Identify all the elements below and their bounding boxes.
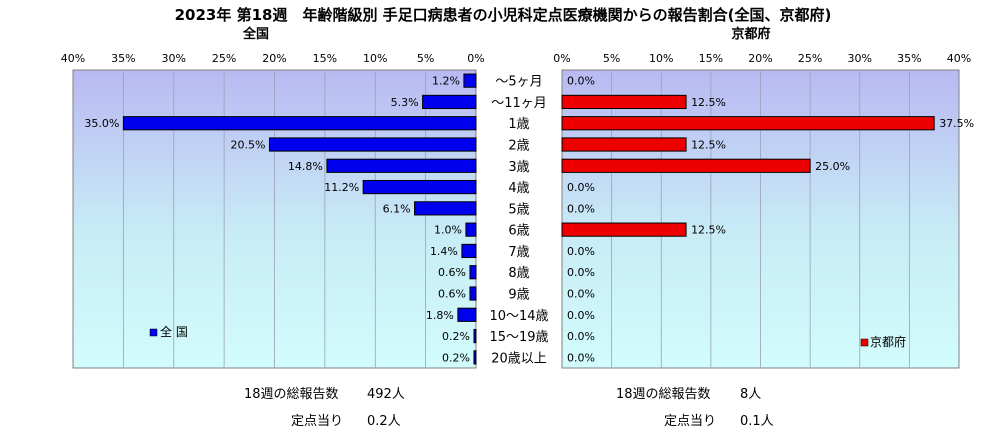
left-bar-label: 1.8% <box>426 309 454 322</box>
left-bar-label: 11.2% <box>324 181 359 194</box>
national-per-value: 0.2人 <box>367 414 401 429</box>
right-bar-label: 0.0% <box>567 181 595 194</box>
right-legend-swatch <box>860 338 869 347</box>
right-bar-label: 12.5% <box>691 96 726 109</box>
kyoto-per-label: 定点当り <box>664 414 717 429</box>
category-label: 15～19歳 <box>489 330 548 345</box>
left-bar-label: 0.6% <box>438 288 466 301</box>
left-bar <box>457 307 477 322</box>
category-label: 7歳 <box>508 245 529 260</box>
right-tick-label: 40% <box>947 52 971 65</box>
category-label: 8歳 <box>508 266 529 281</box>
right-tick-label: 0% <box>553 52 570 65</box>
left-tick-label: 35% <box>111 52 135 65</box>
category-label: 20歳以上 <box>491 351 547 366</box>
right-bar <box>561 137 687 152</box>
right-bar <box>561 158 811 173</box>
category-label: 10～14歳 <box>489 309 548 324</box>
right-bar-label: 0.0% <box>567 309 595 322</box>
right-legend-label: 京都府 <box>870 334 906 349</box>
left-bar-label: 20.5% <box>231 139 266 152</box>
left-tick-label: 0% <box>467 52 484 65</box>
right-bar-label: 0.0% <box>567 288 595 301</box>
left-bar <box>469 286 477 301</box>
right-bar-label: 0.0% <box>567 266 595 279</box>
category-label: 5歳 <box>508 202 529 217</box>
left-bar-label: 0.2% <box>442 351 470 364</box>
left-bar-label: 14.8% <box>288 160 323 173</box>
left-bar <box>473 328 477 344</box>
left-panel-title: 全国 <box>242 26 269 42</box>
right-bar-label: 37.5% <box>939 117 974 130</box>
left-bar <box>465 222 477 237</box>
right-bar <box>561 116 935 131</box>
right-tick-label: 35% <box>897 52 921 65</box>
left-bar <box>326 158 477 173</box>
left-legend-swatch <box>149 328 158 337</box>
kyoto-total-label: 18週の総報告数 <box>616 387 711 402</box>
left-bar-label: 1.0% <box>434 224 462 237</box>
left-bar-label: 6.1% <box>383 202 411 215</box>
right-bar-label: 0.0% <box>567 202 595 215</box>
category-labels: ～5ヶ月 ～11ヶ月 1歳 2歳 3歳 4歳 5歳 6歳 7歳 8歳 9歳 10～14歳 15～19歳 2… <box>489 75 548 367</box>
left-panel: 0% 5% 10% 15% 20% 25% 30% 35% 40% 1.2% 5.3% 35.0% 20… <box>61 52 485 369</box>
left-bar <box>122 116 477 131</box>
left-legend-label: 全 国 <box>160 324 188 339</box>
left-bar <box>414 201 477 216</box>
left-tick-label: 30% <box>162 52 186 65</box>
left-bar <box>422 94 477 110</box>
left-bar-label: 0.6% <box>438 266 466 279</box>
left-bar <box>268 137 477 152</box>
right-bar-label: 25.0% <box>815 160 850 173</box>
right-bar-label: 12.5% <box>691 139 726 152</box>
right-tick-label: 5% <box>603 52 620 65</box>
national-total-label: 18週の総報告数 <box>244 387 339 402</box>
left-bar-label: 1.2% <box>432 75 460 88</box>
right-panel: 0% 5% 10% 15% 20% 25% 30% 35% 40% 0.0% 12.5% 37.5% 1… <box>553 52 974 369</box>
right-tick-label: 20% <box>748 52 772 65</box>
category-label: 2歳 <box>508 139 529 154</box>
kyoto-per-value: 0.1人 <box>740 414 774 429</box>
left-tick-label: 25% <box>212 52 236 65</box>
left-tick-label: 20% <box>262 52 286 65</box>
left-tick-label: 5% <box>417 52 434 65</box>
left-bar <box>473 350 477 365</box>
category-label: 6歳 <box>508 224 529 239</box>
national-total-value: 492人 <box>367 387 405 402</box>
category-label: 1歳 <box>508 117 529 132</box>
category-label: 3歳 <box>508 160 529 175</box>
category-label: ～5ヶ月 <box>495 75 542 90</box>
right-bar <box>561 222 687 237</box>
left-bar-label: 0.2% <box>442 330 470 343</box>
left-tick-label: 10% <box>363 52 387 65</box>
left-bar <box>362 179 477 195</box>
left-tick-label: 15% <box>313 52 337 65</box>
right-tick-label: 15% <box>699 52 723 65</box>
right-bar-label: 0.0% <box>567 330 595 343</box>
right-bar <box>561 94 687 110</box>
category-label: ～11ヶ月 <box>491 96 547 111</box>
right-bar-label: 0.0% <box>567 245 595 258</box>
right-bar-label: 0.0% <box>567 75 595 88</box>
category-label: 4歳 <box>508 181 529 196</box>
left-bar-label: 35.0% <box>84 117 119 130</box>
left-bar-label: 5.3% <box>391 96 419 109</box>
kyoto-total-value: 8人 <box>740 387 762 402</box>
right-panel-title: 京都府 <box>731 26 770 42</box>
left-bar <box>469 265 477 280</box>
right-bar-label: 12.5% <box>691 224 726 237</box>
right-tick-label: 25% <box>798 52 822 65</box>
left-bar <box>461 243 477 259</box>
category-label: 9歳 <box>508 288 529 303</box>
chart-title: 2023年 第18週 年齢階級別 手足口病患者の小児科定点医療機関からの報告割合… <box>175 6 832 24</box>
right-bar-label: 0.0% <box>567 351 595 364</box>
left-bar-label: 1.4% <box>430 245 458 258</box>
national-per-label: 定点当り <box>291 414 344 429</box>
right-tick-label: 30% <box>848 52 872 65</box>
right-tick-label: 10% <box>649 52 673 65</box>
left-tick-label: 40% <box>61 52 85 65</box>
left-bar <box>463 73 477 88</box>
